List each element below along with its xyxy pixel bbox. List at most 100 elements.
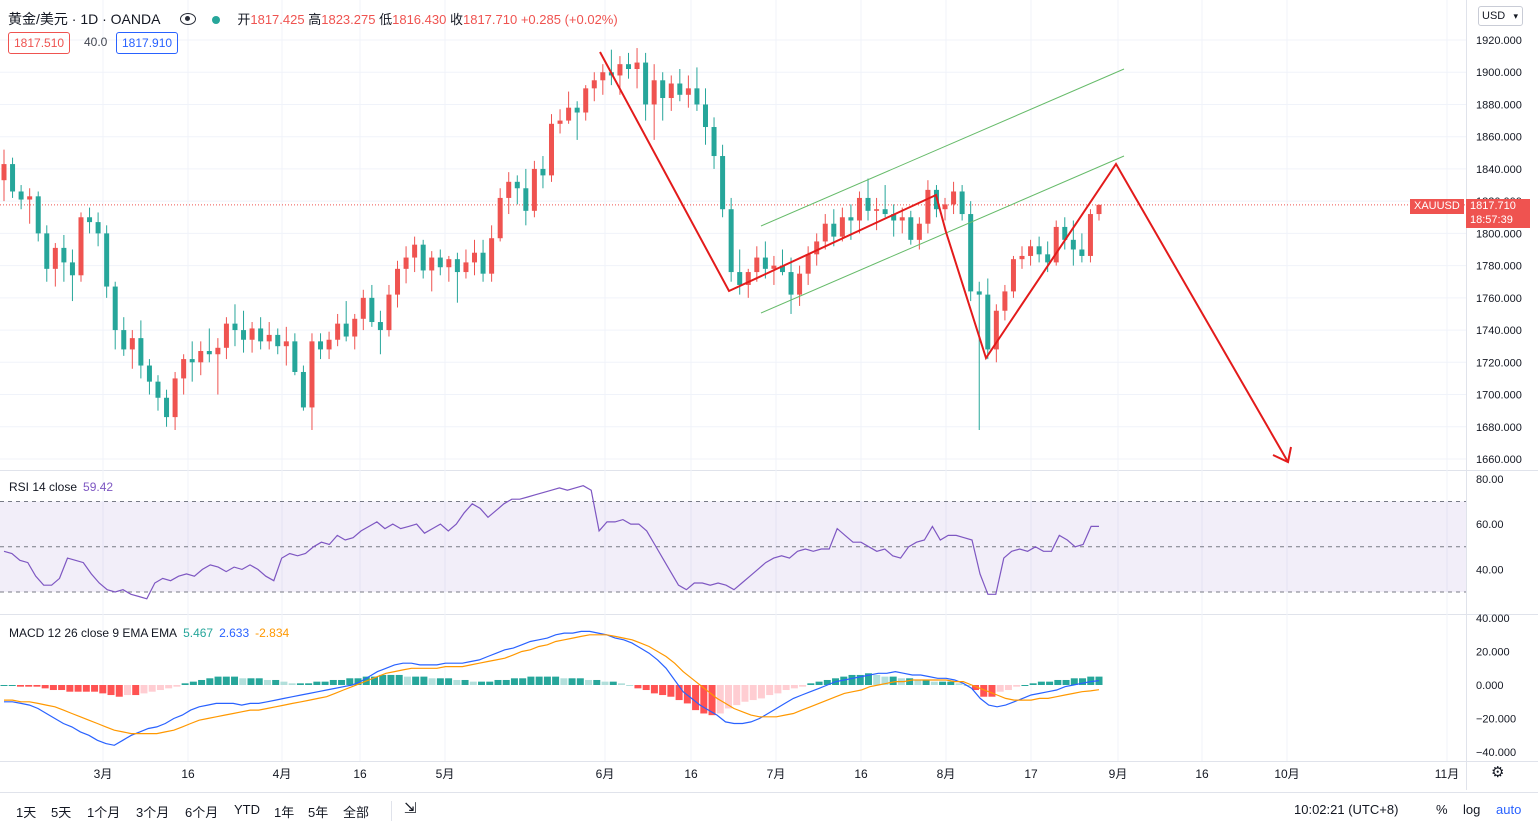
candle-body <box>634 62 640 70</box>
macd-hist-bar <box>412 676 420 685</box>
macd-hist-bar <box>609 681 617 685</box>
timezone-clock[interactable]: 10:02:21 (UTC+8) <box>1294 802 1399 817</box>
macd-hist-bar <box>1013 685 1021 687</box>
rsi-tick-label: 60.00 <box>1476 519 1504 531</box>
macd-hist-bar <box>947 681 955 685</box>
range-6m-button[interactable]: 6个月 <box>185 805 219 820</box>
range-3m-button[interactable]: 3个月 <box>136 805 170 820</box>
ask-price-button[interactable]: 1817.910 <box>116 32 179 54</box>
macd-hist-bar <box>576 678 584 685</box>
x-tick-label: 8月 <box>937 767 956 781</box>
macd-hist-value: 5.467 <box>183 626 214 640</box>
macd-hist-bar <box>741 685 749 702</box>
rsi-legend[interactable]: RSI 14 close 59.42 <box>9 480 113 494</box>
macd-title: MACD 12 26 close 9 EMA EMA <box>9 626 178 640</box>
candle-body <box>540 168 546 176</box>
y-tick-label: 1660.000 <box>1476 454 1522 466</box>
candle-body <box>797 273 803 295</box>
candle-body <box>52 247 58 269</box>
range-1m-button[interactable]: 1个月 <box>87 805 121 820</box>
macd-hist-bar <box>873 674 881 685</box>
candle-body <box>300 371 306 408</box>
macd-hist-bar <box>617 683 625 685</box>
macd-hist-bar <box>667 685 675 697</box>
currency-select[interactable]: USD ▾ <box>1478 6 1523 26</box>
bar-countdown: 18:57:39 <box>1470 214 1513 226</box>
candle-body <box>489 238 495 274</box>
macd-hist-bar <box>247 678 255 685</box>
x-tick-label: 16 <box>1195 767 1209 781</box>
macd-legend[interactable]: MACD 12 26 close 9 EMA EMA 5.467 2.633 -2.8… <box>9 626 289 640</box>
macd-hist-bar <box>848 674 856 685</box>
macd-hist-bar <box>552 676 560 685</box>
last-price-label: 1817.710 <box>1470 200 1516 212</box>
x-tick-label: 3月 <box>94 767 113 781</box>
eye-icon[interactable] <box>180 13 197 25</box>
macd-hist-bar <box>634 685 642 689</box>
candle-body <box>874 209 880 211</box>
candle-body <box>617 64 623 76</box>
macd-hist-bar <box>16 685 24 687</box>
bid-price-button[interactable]: 1817.510 <box>8 32 71 54</box>
goto-date-icon[interactable]: ⇲ <box>404 800 417 817</box>
auto-scale-toggle[interactable]: auto <box>1496 802 1522 817</box>
macd-hist-bar <box>543 676 551 685</box>
macd-hist-bar <box>469 681 477 685</box>
macd-hist-bar <box>1037 681 1045 685</box>
range-5d-button[interactable]: 5天 <box>51 805 72 820</box>
symbol-title[interactable]: 黄金/美元 · 1D · OANDA <box>8 11 161 27</box>
macd-signal-line <box>4 634 1100 735</box>
macd-hist-bar <box>815 681 823 685</box>
settings-gear-icon[interactable]: ⚙ <box>1491 764 1505 781</box>
x-tick-label: 11月 <box>1435 767 1459 781</box>
macd-hist-bar <box>453 679 461 685</box>
candle-body <box>814 241 820 255</box>
macd-hist-bar <box>601 681 609 685</box>
range-ytd-button[interactable]: YTD <box>234 802 260 817</box>
rsi-tick-label: 40.00 <box>1476 564 1504 576</box>
log-scale-toggle[interactable]: log <box>1463 802 1481 817</box>
range-5y-button[interactable]: 5年 <box>308 805 329 820</box>
candle-body <box>497 197 503 239</box>
macd-tick-label: 20.000 <box>1476 647 1510 659</box>
candle-body <box>352 318 358 337</box>
y-tick-label: 1840.000 <box>1476 164 1522 176</box>
macd-hist-bar <box>58 685 66 691</box>
candle-body <box>651 80 657 105</box>
macd-hist-bar <box>955 683 963 685</box>
candle-body <box>472 252 478 263</box>
macd-hist-bar <box>774 685 782 694</box>
macd-tick-label: 40.000 <box>1476 613 1510 625</box>
macd-hist-bar <box>436 678 444 685</box>
candle-body <box>61 247 67 263</box>
candle-body <box>908 217 914 240</box>
macd-line-value: 2.633 <box>219 626 250 640</box>
x-tick-label: 6月 <box>596 767 615 781</box>
candle-body <box>395 268 401 295</box>
macd-hist-bar <box>502 679 510 685</box>
macd-hist-bar <box>749 685 757 701</box>
macd-hist-bar <box>766 685 774 696</box>
y-tick-label: 1700.000 <box>1476 390 1522 402</box>
candle-body <box>660 80 666 99</box>
candle-body <box>155 381 161 398</box>
macd-hist-bar <box>823 679 831 685</box>
candle-body <box>600 72 606 81</box>
candle-body <box>668 83 674 99</box>
macd-hist-bar <box>535 676 543 685</box>
range-1y-button[interactable]: 1年 <box>274 805 295 820</box>
candle-body <box>899 217 905 221</box>
candle-body <box>1062 226 1068 240</box>
candle-body <box>557 120 563 124</box>
range-all-button[interactable]: 全部 <box>343 805 370 820</box>
macd-hist-bar <box>74 685 82 692</box>
macd-hist-bar <box>445 678 453 685</box>
candle-body <box>1053 226 1059 263</box>
range-1d-button[interactable]: 1天 <box>16 805 37 820</box>
percent-scale-toggle[interactable]: % <box>1436 802 1448 817</box>
candle-body <box>463 262 469 273</box>
candle-body <box>694 88 700 105</box>
y-tick-label: 1760.000 <box>1476 293 1522 305</box>
candle-body <box>480 252 486 274</box>
